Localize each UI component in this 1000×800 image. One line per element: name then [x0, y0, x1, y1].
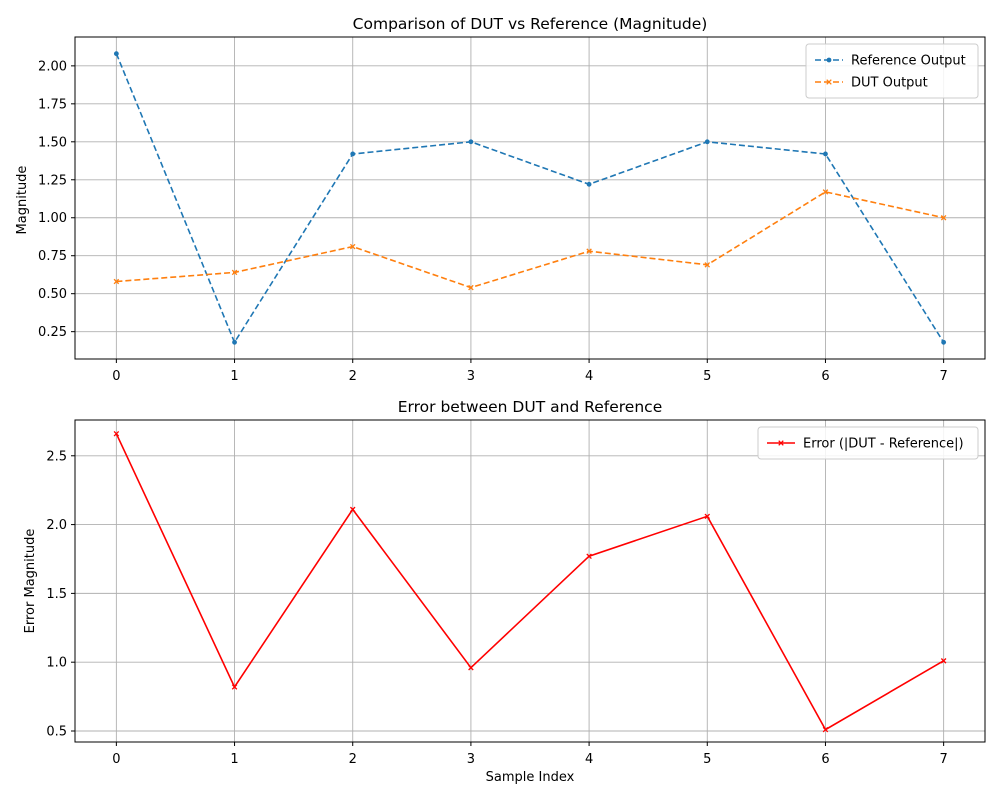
y-tick-label: 1.75 — [38, 97, 67, 112]
y-tick-label: 0.75 — [38, 249, 67, 264]
x-tick-label: 7 — [939, 369, 947, 384]
series-lines — [113, 51, 947, 345]
y-tick-label: 1.5 — [46, 587, 67, 602]
grid — [75, 420, 985, 742]
legend-label: DUT Output — [851, 76, 928, 91]
y-tick-label: 1.25 — [38, 173, 67, 188]
plot-frame — [74, 419, 986, 743]
y-tick-label: 0.5 — [46, 724, 67, 739]
y-tick-label: 2.0 — [46, 518, 67, 533]
data-point — [940, 214, 947, 221]
x-tick-label: 3 — [467, 752, 475, 767]
legend-marker — [778, 440, 784, 446]
legend-label: Reference Output — [851, 54, 966, 69]
x-tick-label: 2 — [349, 752, 357, 767]
magnitude-comparison-chart: Comparison of DUT vs Reference (Magnitud… — [15, 15, 986, 384]
grid — [75, 37, 985, 359]
data-point — [704, 262, 711, 268]
data-point — [113, 51, 119, 57]
x-tick-label: 2 — [349, 369, 357, 384]
x-tick-label: 0 — [112, 752, 120, 767]
x-tick-label: 1 — [230, 369, 238, 384]
data-point — [468, 664, 474, 671]
data-point — [231, 684, 238, 690]
series-lines — [113, 431, 947, 733]
data-point — [349, 506, 356, 513]
x-tick-label: 5 — [703, 369, 711, 384]
data-point — [822, 726, 829, 733]
x-axis-label: Sample Index — [486, 770, 575, 785]
x-tick-label: 4 — [585, 752, 593, 767]
legend-box — [757, 426, 979, 460]
legend: Reference Output DUT Output — [805, 43, 979, 99]
data-point — [349, 243, 356, 250]
series-line — [115, 53, 945, 345]
data-point — [822, 189, 829, 195]
data-point — [704, 139, 710, 145]
data-point — [586, 181, 592, 187]
data-point — [940, 658, 947, 664]
y-tick-label: 1.00 — [38, 211, 67, 226]
x-tick-label: 4 — [585, 369, 593, 384]
data-point — [586, 553, 592, 559]
legend-marker — [826, 79, 832, 85]
series-line — [116, 191, 944, 289]
data-point — [113, 431, 120, 437]
data-point — [823, 151, 828, 157]
y-tick-label: 1.0 — [46, 656, 67, 671]
x-tick-label: 1 — [230, 752, 238, 767]
data-point — [231, 269, 238, 276]
data-point — [704, 513, 711, 520]
y-tick-label: 0.25 — [38, 325, 67, 340]
y-tick-label: 2.00 — [38, 59, 67, 74]
chart-title: Error between DUT and Reference — [398, 398, 662, 416]
plot-frame — [74, 36, 986, 360]
data-point — [468, 284, 474, 291]
error-chart: Error between DUT and Reference 0 1 2 3 4 5 6 7… — [23, 398, 986, 785]
chart-title: Comparison of DUT vs Reference (Magnitud… — [353, 15, 708, 33]
data-point — [468, 139, 474, 145]
axis-ticks: 0 1 2 3 4 5 6 7 0.25 0.50 0.75 1.00 1.25 1.50 1.75 2.00 — [38, 59, 948, 384]
x-tick-label: 6 — [821, 752, 829, 767]
x-tick-label: 6 — [821, 369, 829, 384]
data-point — [113, 278, 120, 285]
x-tick-label: 3 — [467, 369, 475, 384]
data-point — [586, 248, 592, 254]
y-axis-label: Error Magnitude — [23, 529, 38, 634]
axis-ticks: 0 1 2 3 4 5 6 7 0.5 1.0 1.5 2.0 2.5 — [46, 449, 947, 767]
data-point — [941, 339, 947, 345]
y-axis-label: Magnitude — [15, 166, 30, 235]
y-tick-label: 0.50 — [38, 287, 67, 302]
series-line — [115, 433, 945, 731]
x-tick-label: 5 — [703, 752, 711, 767]
legend-label: Error (|DUT - Reference|) — [803, 437, 964, 452]
y-tick-label: 1.50 — [38, 135, 67, 150]
legend-marker — [826, 57, 832, 63]
y-tick-label: 2.5 — [46, 449, 67, 464]
data-point — [350, 151, 356, 157]
legend: Error (|DUT - Reference|) — [757, 426, 979, 460]
x-tick-label: 0 — [112, 369, 120, 384]
legend-box — [805, 43, 979, 99]
x-tick-label: 7 — [939, 752, 947, 767]
data-point — [232, 339, 237, 345]
